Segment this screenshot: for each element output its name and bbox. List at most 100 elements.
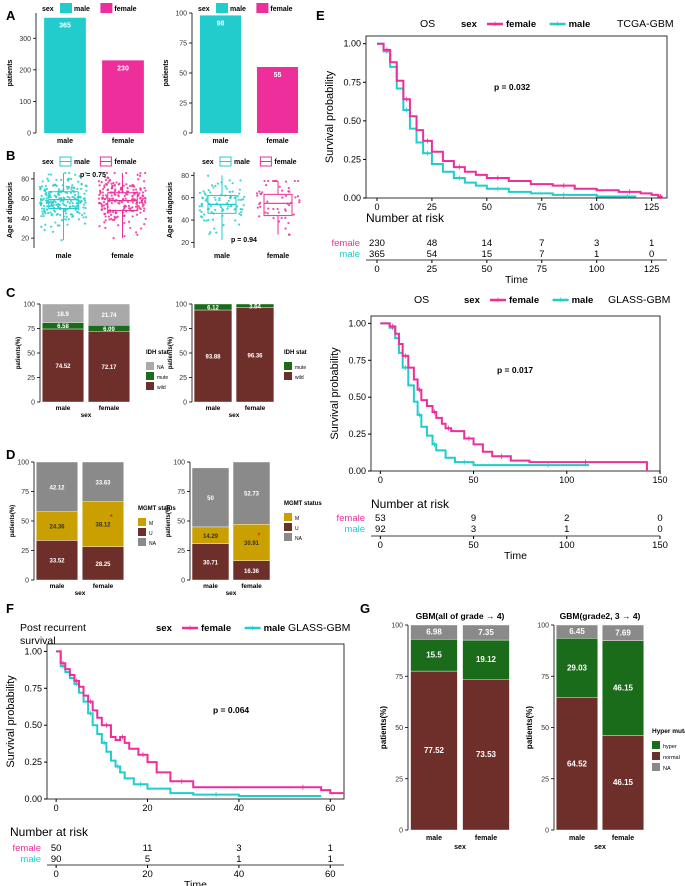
jitter-point [202, 190, 205, 193]
jitter-point [209, 191, 212, 194]
segment-mute [235, 303, 275, 308]
jitter-point [201, 216, 204, 219]
jitter-point [284, 209, 287, 212]
segment-value-label: 52.73 [244, 492, 260, 498]
y-axis-label: patients(%) [525, 706, 534, 749]
risk-row-label: female [12, 843, 41, 854]
risk-row-label: male [339, 249, 360, 260]
jitter-point [102, 200, 106, 204]
chart-A1: 0 100 200 300 patients 365 male 230 female sex mal… [7, 3, 144, 145]
segment-value-label: 33.63 [95, 480, 111, 486]
risk-x-tick-label: 75 [536, 264, 547, 275]
risk-x-tick-label: 125 [644, 264, 660, 275]
y-tick-label: 60 [181, 195, 189, 202]
jitter-point [231, 190, 234, 193]
y-tick-label: 0 [399, 828, 403, 835]
x-tick-label: male [426, 835, 442, 842]
jitter-point [41, 212, 44, 215]
jitter-point [140, 200, 143, 203]
segment-mute [193, 303, 233, 311]
jitter-point [272, 216, 275, 220]
segment-NA [462, 624, 510, 641]
jitter-point [59, 200, 62, 203]
jitter-point [228, 179, 231, 182]
jitter-point [68, 171, 71, 175]
legend-swatch [652, 763, 660, 771]
x-tick-label: 25 [427, 202, 437, 212]
segment-value-label: 14.29 [203, 534, 219, 540]
segment-value-label: 24.36 [49, 525, 65, 531]
jitter-point [135, 213, 139, 216]
jitter-point [107, 215, 110, 218]
segment-hyper [602, 640, 644, 736]
jitter-point [105, 182, 108, 186]
jitter-point [131, 198, 134, 201]
panel-letter-d: D [6, 447, 15, 462]
bar-value-label: 98 [217, 20, 225, 27]
jitter-point [256, 206, 259, 209]
jitter-point [226, 201, 229, 205]
jitter-point [74, 173, 77, 176]
jitter-point [131, 215, 134, 218]
jitter-point [98, 184, 101, 187]
jitter-point [82, 203, 85, 206]
segment-value-label: 6.45 [569, 627, 585, 636]
jitter-point [43, 210, 46, 213]
legend-swatch [138, 538, 146, 546]
risk-row-label: male [344, 524, 365, 535]
jitter-point [44, 223, 47, 226]
segment-hyper [556, 638, 598, 698]
y-tick-label: 0.75 [348, 355, 366, 365]
y-tick-label: 25 [179, 101, 187, 108]
risk-count: 365 [369, 249, 385, 260]
x-tick-label: male [203, 583, 218, 590]
jitter-point [138, 201, 141, 204]
jitter-point [80, 183, 83, 186]
jitter-point [76, 187, 79, 190]
jitter-point [112, 237, 115, 240]
jitter-point [54, 201, 57, 204]
risk-count: 3 [236, 843, 241, 854]
risk-count: 53 [375, 513, 386, 524]
jitter-point [68, 205, 71, 208]
legend-title: sex [42, 159, 54, 166]
x-tick-label: 75 [537, 202, 547, 212]
y-tick-label: 0 [181, 578, 185, 585]
jitter-point [58, 224, 61, 227]
jitter-point [293, 179, 296, 183]
segment-value-label: 18.9 [57, 312, 69, 318]
jitter-point [235, 205, 239, 208]
segment-NA [42, 303, 84, 323]
y-tick-label: 100 [391, 623, 403, 630]
y-tick-label: 40 [181, 218, 189, 225]
jitter-point [124, 197, 127, 200]
x-tick-label: 60 [325, 803, 335, 813]
jitter-point [114, 188, 117, 191]
y-tick-label: 0.25 [24, 757, 42, 767]
jitter-point [41, 198, 44, 201]
jitter-point [50, 225, 53, 228]
jitter-point [210, 184, 214, 187]
legend-item-label: NA [663, 766, 671, 772]
bar-value-label: 365 [59, 23, 71, 30]
legend-swatch [284, 533, 292, 541]
x-tick-label: 40 [234, 803, 244, 813]
chart-title: OS [414, 294, 429, 306]
jitter-point [138, 197, 142, 200]
jitter-point [220, 210, 224, 213]
risk-count: 7 [539, 249, 544, 260]
jitter-point [57, 205, 60, 208]
jitter-point [58, 197, 61, 200]
jitter-point [79, 200, 83, 203]
jitter-point [65, 215, 68, 218]
jitter-point [142, 209, 146, 213]
segment-value-label: 16.36 [244, 569, 260, 575]
panel-letter-c: C [6, 285, 16, 300]
jitter-point [106, 181, 110, 184]
p-value: p = 0.94 [231, 237, 257, 244]
jitter-point [207, 174, 210, 177]
jitter-point [53, 194, 56, 197]
segment-M [82, 501, 124, 547]
jitter-point [40, 225, 43, 228]
jitter-point [241, 208, 244, 211]
